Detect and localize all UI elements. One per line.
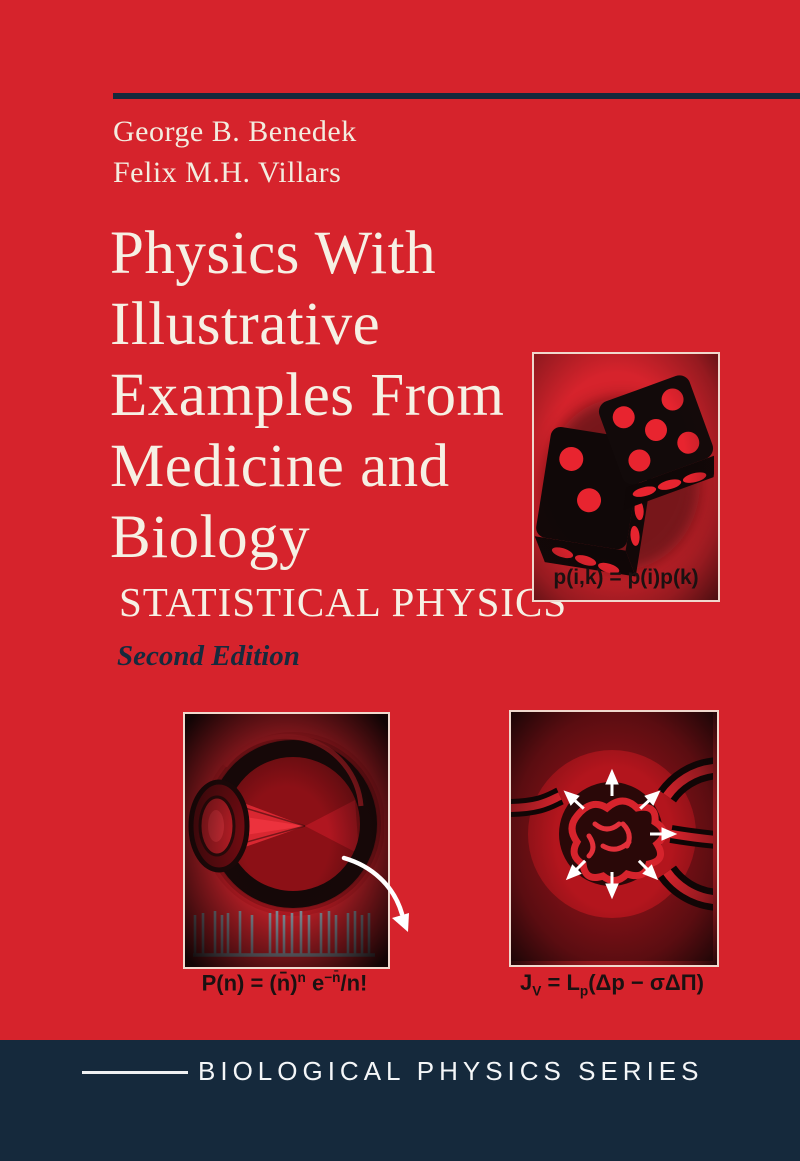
- dice-art: [534, 375, 714, 577]
- curved-arrow-icon: [341, 855, 409, 932]
- series-banner: BIOLOGICAL PHYSICS SERIES: [0, 1040, 800, 1161]
- glomerulus-illustration: [509, 710, 719, 967]
- title-line: Medicine and: [110, 433, 450, 500]
- top-rule-divider: [113, 93, 800, 99]
- title-line: Biology: [110, 504, 311, 571]
- glomerulus-art: [511, 712, 713, 961]
- title-line: Physics With: [110, 220, 437, 287]
- edition-label: Second Edition: [117, 640, 300, 672]
- title-line: Examples From: [110, 362, 505, 429]
- dice-illustration: p(i,k) = p(i)p(k): [532, 352, 720, 602]
- eye-equation: P(n) = (n̄)n e−n̄/n!: [201, 970, 368, 996]
- glomerulus-equation: JV = Lp(Δp − σΔΠ): [520, 970, 704, 999]
- book-title: Physics With Illustrative Examples From …: [110, 218, 504, 573]
- series-rule-line: [82, 1071, 188, 1074]
- dice-equation: p(i,k) = p(i)p(k): [553, 566, 699, 589]
- author-block: George B. Benedek Felix M.H. Villars: [113, 111, 357, 193]
- title-line: Illustrative: [110, 291, 381, 358]
- author-name: George B. Benedek: [113, 115, 357, 148]
- book-subtitle: STATISTICAL PHYSICS: [119, 579, 568, 625]
- author-name: Felix M.H. Villars: [113, 156, 342, 189]
- series-banner-text: BIOLOGICAL PHYSICS SERIES: [198, 1056, 704, 1086]
